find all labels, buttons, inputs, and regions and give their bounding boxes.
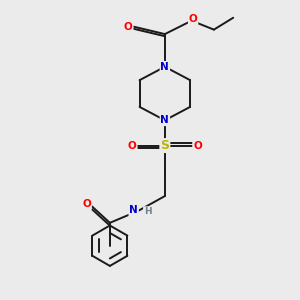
Text: O: O: [124, 22, 133, 32]
Text: O: O: [189, 14, 197, 24]
Text: N: N: [129, 205, 138, 215]
Text: H: H: [144, 207, 152, 216]
Text: O: O: [193, 140, 202, 151]
Text: N: N: [160, 62, 169, 72]
Text: O: O: [82, 199, 91, 209]
Text: N: N: [160, 115, 169, 125]
Text: O: O: [128, 140, 136, 151]
Text: S: S: [160, 139, 169, 152]
